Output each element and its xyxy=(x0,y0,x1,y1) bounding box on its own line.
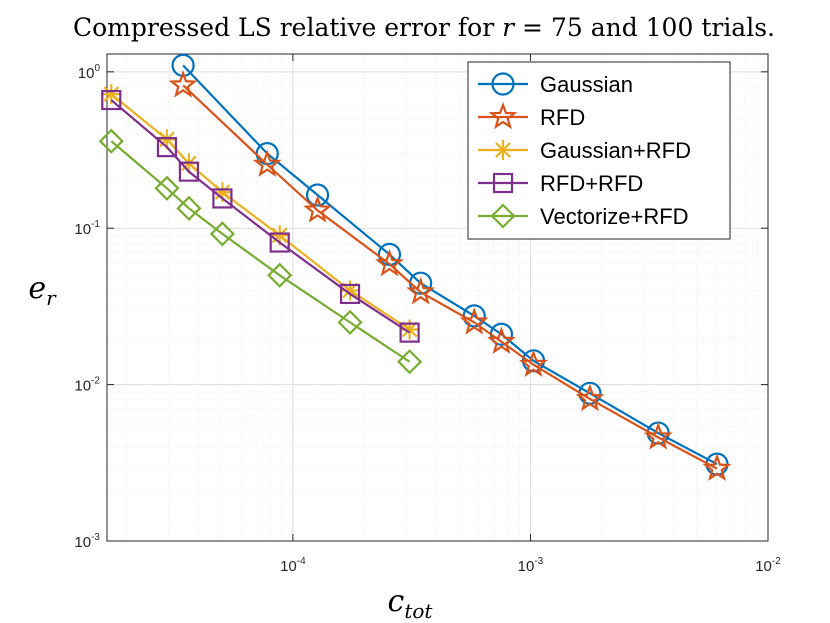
data-point xyxy=(305,183,330,207)
chart-title: Compressed LS relative error for r = 75 … xyxy=(73,13,775,42)
y-tick-label: 100 xyxy=(78,63,101,82)
series-layer xyxy=(98,53,732,481)
chart-title-rest: 75 and 100 trials. xyxy=(551,13,775,42)
series-vectorize-rfd xyxy=(98,128,423,375)
data-point xyxy=(178,161,200,182)
data-point xyxy=(519,349,548,378)
legend-entry: Gaussian xyxy=(478,72,633,97)
data-point xyxy=(406,276,436,305)
legend-marker xyxy=(490,203,516,229)
legend-label: Vectorize+RFD xyxy=(540,204,689,229)
legend-label: Gaussian xyxy=(540,72,633,97)
legend-label: RFD+RFD xyxy=(540,171,643,196)
data-point xyxy=(168,70,198,98)
chart-title-r: r xyxy=(502,13,516,42)
legend: Gaussian RFD Gaussian+RFD RFD+RFD Vectorize+… xyxy=(467,61,731,240)
data-point xyxy=(101,89,122,111)
legend-marker xyxy=(488,101,518,130)
legend-entry: Vectorize+RFD xyxy=(478,203,689,229)
axes-box xyxy=(106,53,769,542)
data-point xyxy=(339,283,361,305)
series-rfd-rfd xyxy=(101,89,420,343)
data-point xyxy=(212,188,233,209)
x-tick-label: 10-3 xyxy=(518,556,544,575)
chart-title-prefix: Compressed LS relative error for xyxy=(73,13,494,42)
y-axis-label: er xyxy=(28,271,57,310)
x-tick-label: 10-2 xyxy=(755,556,781,575)
y-axis-label-sub: r xyxy=(46,286,57,310)
tick-labels: 10-4 10-3 10-2 10-3 10-2 10-1 100 xyxy=(74,63,781,575)
legend-marker xyxy=(493,140,513,160)
y-tick-label: 10-1 xyxy=(74,219,100,238)
x-tick-label: 10-4 xyxy=(280,556,306,575)
y-tick-label: 10-2 xyxy=(74,376,100,395)
series-line xyxy=(182,84,718,470)
series-gaussian-rfd xyxy=(101,84,420,340)
data-point xyxy=(176,195,202,221)
x-axis-label: ctot xyxy=(388,584,434,623)
series-line xyxy=(182,64,718,466)
series-line xyxy=(110,140,411,363)
x-axis-label-base: c xyxy=(388,584,405,619)
data-point xyxy=(101,84,122,105)
tick-marks xyxy=(107,54,769,542)
data-point xyxy=(156,137,178,158)
legend-label: RFD xyxy=(540,105,585,130)
data-point xyxy=(209,221,235,247)
data-point xyxy=(397,349,423,375)
y-tick-label: 10-3 xyxy=(74,532,100,551)
series-rfd xyxy=(168,70,732,481)
x-axis-label-sub: tot xyxy=(404,599,433,623)
data-point xyxy=(643,422,673,450)
data-point xyxy=(375,248,404,277)
data-point xyxy=(399,322,420,343)
data-point xyxy=(267,262,293,288)
data-point xyxy=(98,128,124,154)
data-point xyxy=(269,232,290,253)
legend-entry: Gaussian+RFD xyxy=(478,138,691,163)
legend-entry: RFD+RFD xyxy=(478,171,643,196)
legend-label: Gaussian+RFD xyxy=(540,138,691,163)
data-point xyxy=(337,309,363,335)
chart-title-eq: = xyxy=(522,13,543,42)
data-point xyxy=(303,195,332,223)
data-point xyxy=(702,453,732,481)
data-point xyxy=(154,175,180,201)
series-line xyxy=(110,99,411,334)
legend-entry: RFD xyxy=(478,101,585,130)
data-point xyxy=(459,307,489,335)
data-point xyxy=(575,383,605,412)
legend-marker xyxy=(491,72,515,96)
data-point xyxy=(252,149,282,177)
legend-marker xyxy=(492,172,514,194)
y-axis-label-base: e xyxy=(28,271,46,306)
data-point xyxy=(487,326,516,355)
